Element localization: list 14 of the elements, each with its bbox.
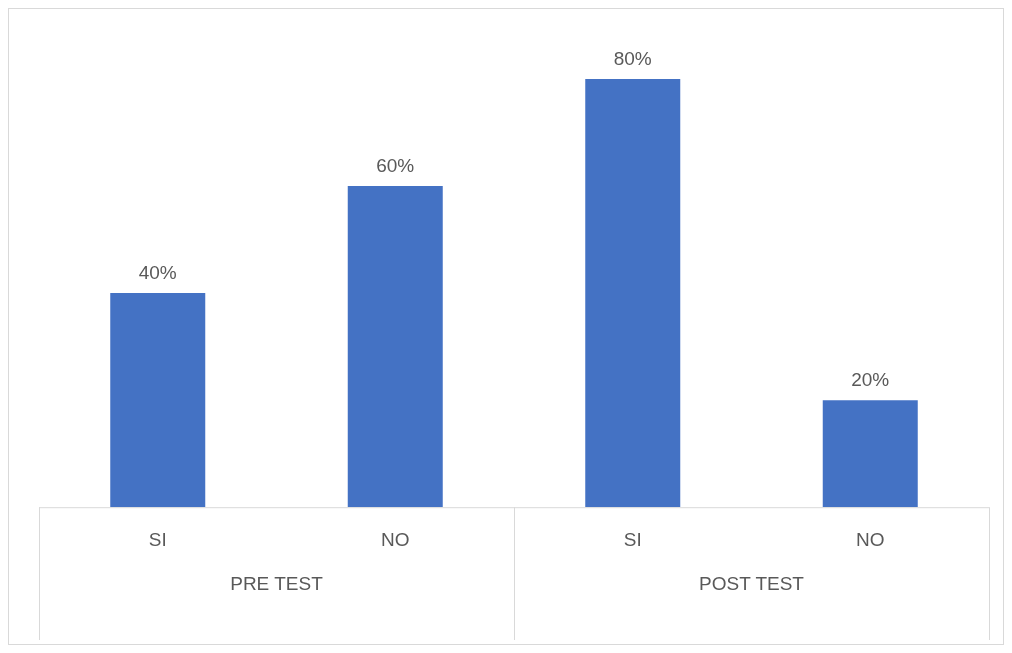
x-tick-label: SI — [623, 528, 642, 550]
x-tick-label: NO — [381, 528, 410, 550]
x-tick-label: NO — [856, 528, 885, 550]
data-label: 40% — [138, 261, 177, 283]
bar — [822, 400, 918, 508]
bar — [110, 293, 206, 508]
data-label: 20% — [851, 368, 890, 390]
data-label: 60% — [376, 154, 415, 176]
x-tick-label: SI — [148, 528, 167, 550]
bar — [585, 79, 681, 508]
data-label: 80% — [613, 47, 652, 69]
text: POST TEST — [699, 573, 805, 595]
bar — [347, 186, 443, 508]
text: PRE TEST — [230, 573, 324, 595]
